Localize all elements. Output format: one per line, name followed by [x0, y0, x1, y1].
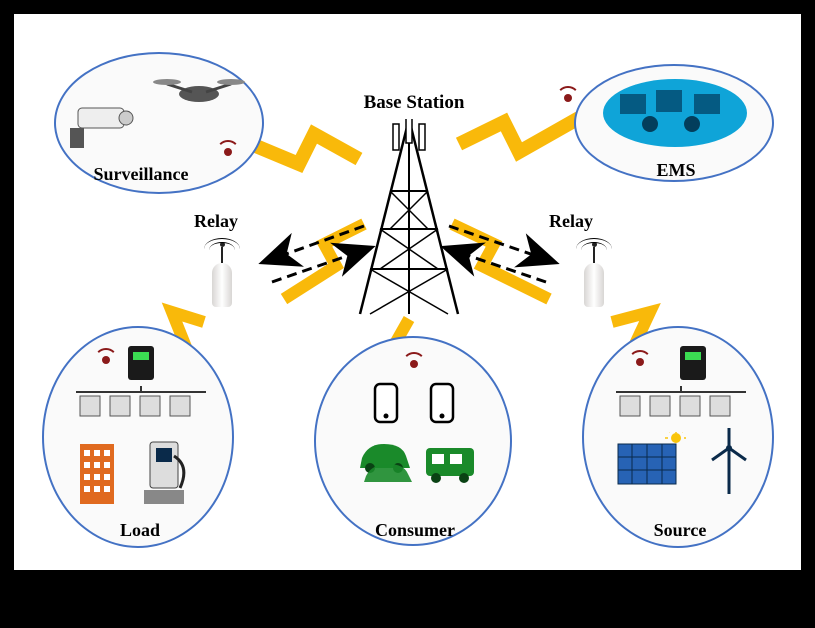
wifi-icon	[216, 140, 240, 164]
surveillance-bubble: Surveillance	[54, 52, 264, 194]
wifi-icon	[402, 352, 426, 376]
load-bubble: Load	[42, 326, 234, 548]
cars-icon	[356, 438, 416, 482]
source-label: Source	[584, 520, 776, 541]
tower-icon	[350, 119, 468, 319]
wifi-icon	[628, 350, 652, 374]
relay-right-label: Relay	[549, 211, 593, 232]
ems-bubble: EMS	[574, 64, 774, 182]
relay-right	[584, 242, 604, 307]
relay-left	[212, 242, 232, 307]
wifi-icon	[556, 86, 580, 110]
diagram-frame: Base Station Surveillance EMS	[14, 14, 801, 570]
building-icon	[74, 438, 120, 508]
bus-icon	[422, 444, 478, 486]
phone-icon	[426, 382, 458, 426]
wind-turbine-icon	[704, 426, 754, 498]
smart-meter-icon	[676, 344, 710, 384]
relay-left-label: Relay	[194, 211, 238, 232]
ems-label: EMS	[576, 160, 776, 181]
drone-icon	[152, 66, 246, 114]
source-bubble: Source	[582, 326, 774, 548]
smart-meter-icon	[124, 344, 158, 384]
camera-icon	[70, 98, 148, 152]
consumer-bubble: Consumer	[314, 336, 512, 546]
base-station-label: Base Station	[344, 92, 484, 114]
meter-bus-icon	[76, 386, 206, 420]
solar-panel-icon	[614, 432, 686, 494]
ems-operators-icon	[600, 76, 750, 150]
meter-bus-icon	[616, 386, 746, 420]
load-label: Load	[44, 520, 236, 541]
ev-charger-icon	[140, 436, 188, 510]
surveillance-label: Surveillance	[76, 164, 206, 185]
wifi-icon	[94, 348, 118, 372]
consumer-label: Consumer	[316, 520, 514, 541]
phone-icon	[370, 382, 402, 426]
